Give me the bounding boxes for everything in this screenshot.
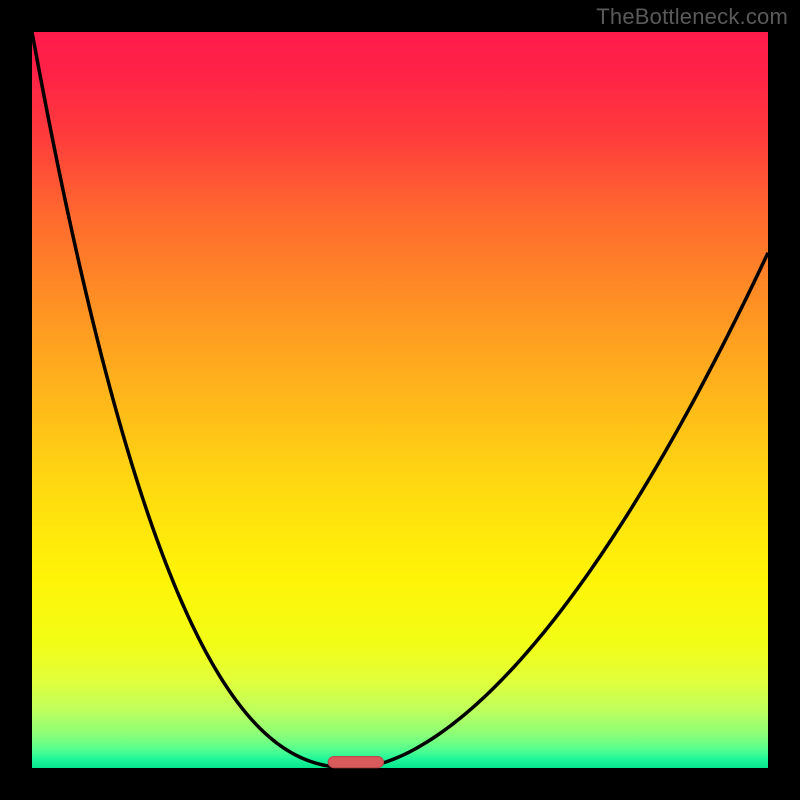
chart-container: TheBottleneck.com [0,0,800,800]
bottleneck-chart [0,0,800,800]
plot-background [32,32,768,768]
watermark-text: TheBottleneck.com [596,4,788,30]
optimum-marker [328,757,383,768]
